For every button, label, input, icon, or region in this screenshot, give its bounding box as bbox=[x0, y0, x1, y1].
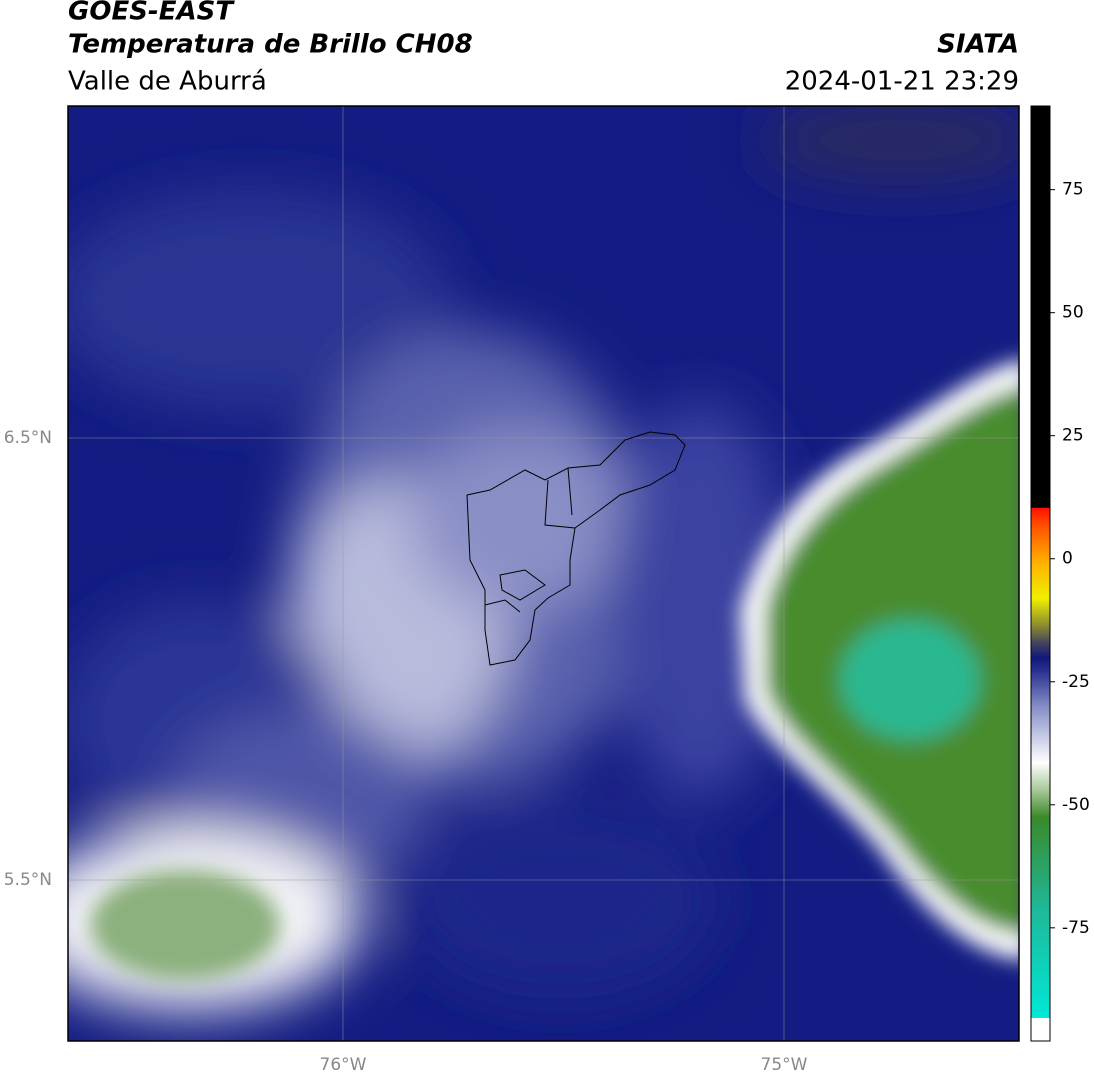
title: GOES-EAST bbox=[68, 0, 235, 27]
satellite-image bbox=[68, 106, 1019, 1041]
colorbar-tick-label: 50 bbox=[1062, 303, 1084, 323]
region: Valle de Aburrá bbox=[68, 67, 267, 97]
colorbar-gradient bbox=[1031, 106, 1050, 1018]
colorbar-tick-label: -75 bbox=[1062, 918, 1090, 938]
colorbar-frame bbox=[1030, 105, 1051, 1042]
colorbar-tick-label: 0 bbox=[1062, 549, 1073, 569]
datetime: 2024-01-21 23:29 bbox=[785, 67, 1019, 97]
municipality-boundaries bbox=[466, 431, 686, 666]
colorbar-under bbox=[1031, 1018, 1050, 1041]
map-frame bbox=[67, 105, 1020, 1042]
colorbar-tick-label: 25 bbox=[1062, 426, 1084, 446]
lon-label: 76°W bbox=[320, 1055, 367, 1075]
colorbar-tick-label: -25 bbox=[1062, 672, 1090, 692]
lat-label: 5.5°N bbox=[4, 870, 52, 890]
subtitle: Temperatura de Brillo CH08 bbox=[68, 30, 473, 60]
colorbar-tick-label: 75 bbox=[1062, 180, 1084, 200]
colorbar: 75 50 25 0 -25 -50 -75 bbox=[1030, 105, 1090, 1042]
lat-label: 6.5°N bbox=[4, 428, 52, 448]
agency: SIATA bbox=[937, 30, 1019, 60]
lon-label: 75°W bbox=[761, 1055, 808, 1075]
colorbar-tick-label: -50 bbox=[1062, 795, 1090, 815]
